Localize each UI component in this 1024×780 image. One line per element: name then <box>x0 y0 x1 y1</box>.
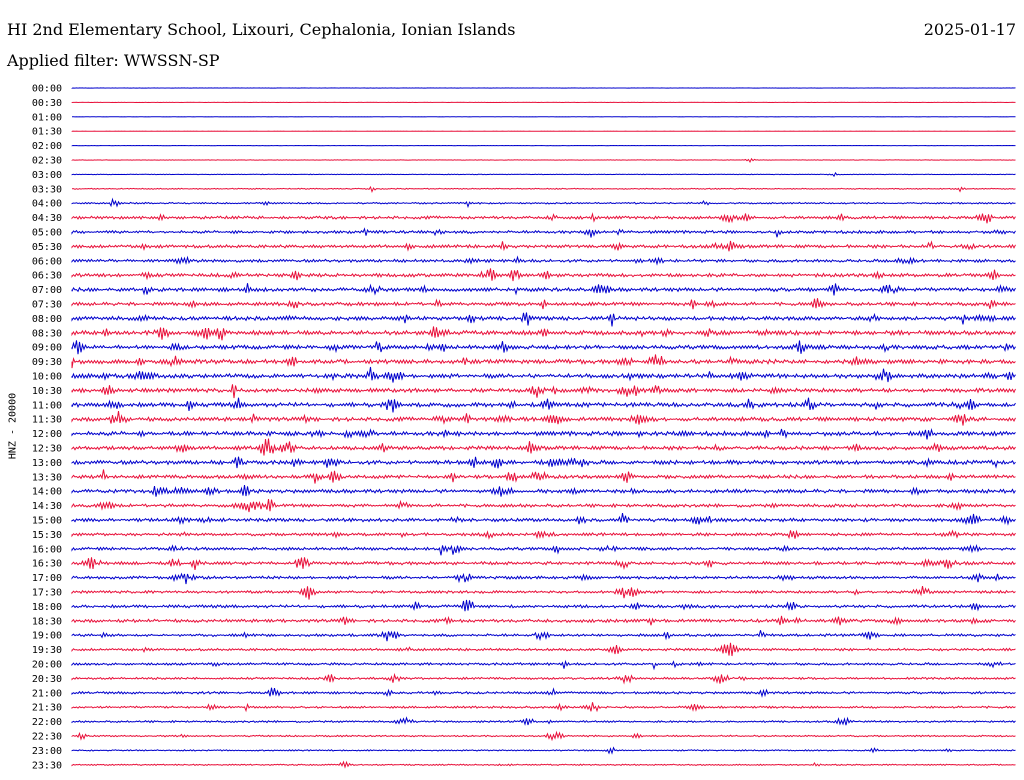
seismic-trace <box>71 384 1016 399</box>
seismic-trace <box>71 630 1016 642</box>
row-time-label: 04:30 <box>32 213 62 224</box>
row-time-label: 11:00 <box>32 400 62 411</box>
row-time-label: 16:30 <box>32 559 62 570</box>
row-time-label: 00:00 <box>32 84 62 95</box>
seismic-trace <box>71 687 1016 698</box>
seismic-trace <box>71 557 1016 570</box>
row-time-label: 11:30 <box>32 415 62 426</box>
row-time-label: 12:00 <box>32 429 62 440</box>
row-time-label: 22:30 <box>32 732 62 743</box>
row-time-label: 00:30 <box>32 98 62 109</box>
row-time-label: 13:30 <box>32 472 62 483</box>
seismic-trace <box>71 185 1016 194</box>
seismic-trace <box>71 268 1016 282</box>
seismic-trace <box>71 586 1016 600</box>
row-time-label: 07:00 <box>32 285 62 296</box>
seismic-trace <box>71 312 1016 327</box>
row-time-label: 14:00 <box>32 487 62 498</box>
seismic-trace <box>71 469 1016 484</box>
seismic-trace <box>71 485 1016 497</box>
row-time-label: 19:30 <box>32 645 62 656</box>
row-time-label: 16:00 <box>32 544 62 555</box>
row-time-label: 23:00 <box>32 746 62 757</box>
row-time-label: 14:30 <box>32 501 62 512</box>
row-time-label: 04:00 <box>32 199 62 210</box>
row-time-label: 18:30 <box>32 616 62 627</box>
row-time-label: 05:30 <box>32 242 62 253</box>
seismic-trace <box>71 212 1016 224</box>
row-time-label: 02:30 <box>32 156 62 167</box>
seismic-trace <box>71 227 1016 238</box>
seismic-trace <box>71 255 1016 266</box>
row-time-label: 06:00 <box>32 256 62 267</box>
row-time-label: 02:00 <box>32 141 62 152</box>
row-time-label: 10:30 <box>32 386 62 397</box>
seismic-trace <box>71 298 1016 310</box>
seismic-trace <box>71 599 1016 612</box>
seismic-trace <box>71 513 1016 526</box>
row-time-label: 22:00 <box>32 717 62 728</box>
seismic-trace <box>71 340 1016 355</box>
row-time-label: 12:30 <box>32 444 62 455</box>
seismic-trace <box>71 438 1016 456</box>
seismic-trace <box>71 642 1016 657</box>
row-time-label: 03:00 <box>32 170 62 181</box>
seismic-trace <box>71 702 1016 713</box>
row-time-label: 09:30 <box>32 357 62 368</box>
seismic-trace <box>71 529 1016 540</box>
seismic-trace <box>71 543 1016 556</box>
row-time-label: 21:30 <box>32 703 62 714</box>
row-time-label: 17:30 <box>32 588 62 599</box>
row-time-label: 17:00 <box>32 573 62 584</box>
row-time-label: 20:00 <box>32 660 62 671</box>
row-time-label: 20:30 <box>32 674 62 685</box>
row-time-label: 08:00 <box>32 314 62 325</box>
seismic-trace <box>71 427 1016 440</box>
row-time-label: 05:00 <box>32 228 62 239</box>
row-time-label: 06:30 <box>32 271 62 282</box>
row-time-label: 10:00 <box>32 372 62 383</box>
seismic-trace <box>71 499 1016 513</box>
filter-label: Applied filter: WWSSN-SP <box>7 51 220 70</box>
seismic-trace <box>71 283 1016 296</box>
seismic-trace <box>71 672 1016 685</box>
seismic-trace <box>71 730 1016 742</box>
station-title: HI 2nd Elementary School, Lixouri, Cepha… <box>7 20 516 39</box>
row-time-label: 15:30 <box>32 530 62 541</box>
row-time-label: 08:30 <box>32 328 62 339</box>
row-time-label: 19:00 <box>32 631 62 642</box>
seismic-trace <box>71 240 1016 252</box>
record-date: 2025-01-17 <box>923 20 1016 39</box>
seismic-trace <box>71 746 1016 755</box>
row-time-label: 01:00 <box>32 112 62 123</box>
seismic-trace <box>71 171 1016 178</box>
seismic-trace <box>71 366 1016 383</box>
seismic-trace <box>71 716 1016 726</box>
seismic-trace <box>71 456 1016 469</box>
row-time-label: 03:30 <box>32 184 62 195</box>
row-time-label: 21:00 <box>32 688 62 699</box>
seismic-trace <box>71 397 1016 413</box>
row-time-label: 01:30 <box>32 127 62 138</box>
seismic-trace <box>71 197 1016 209</box>
seismic-trace <box>71 615 1016 626</box>
seismic-trace <box>71 572 1016 585</box>
seismic-trace <box>71 157 1016 164</box>
seismic-trace <box>71 354 1016 369</box>
row-time-label: 18:00 <box>32 602 62 613</box>
seismic-trace <box>71 326 1016 341</box>
row-time-label: 07:30 <box>32 300 62 311</box>
seismic-trace <box>71 659 1016 671</box>
seismic-trace <box>71 411 1016 426</box>
row-time-label: 09:00 <box>32 343 62 354</box>
seismic-trace <box>71 760 1016 769</box>
row-time-label: 23:30 <box>32 760 62 771</box>
row-time-label: 13:00 <box>32 458 62 469</box>
row-time-label: 15:00 <box>32 516 62 527</box>
